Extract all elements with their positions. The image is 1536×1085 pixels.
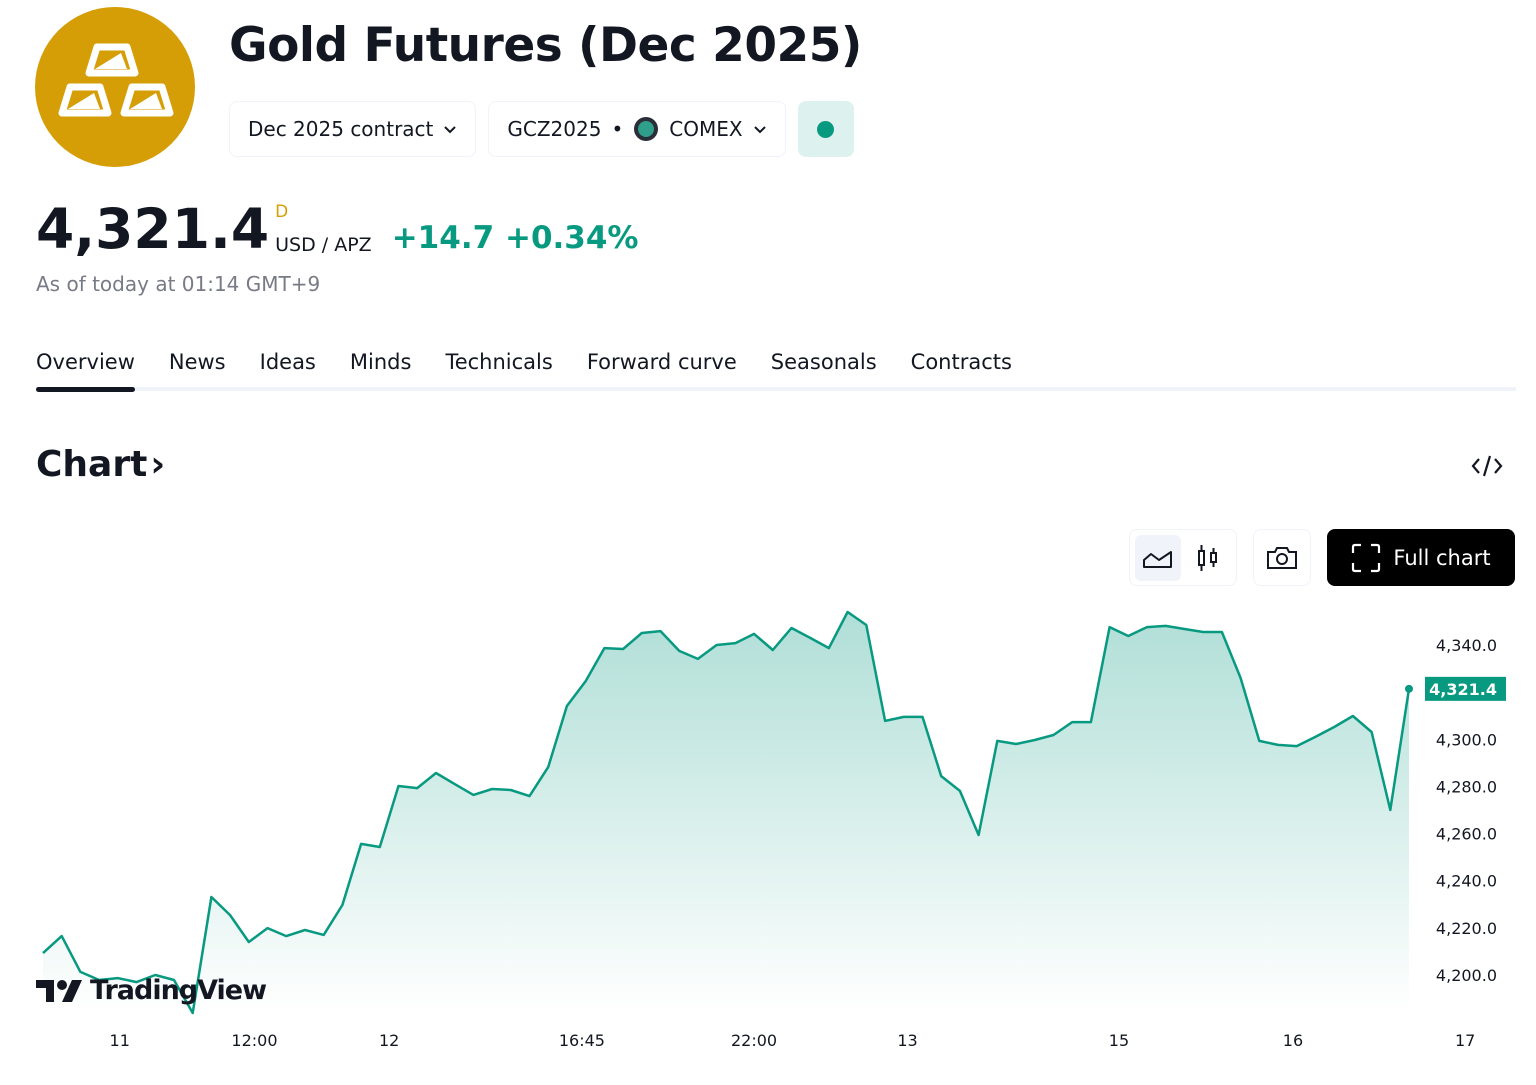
chart-heading: Chart <box>36 444 148 485</box>
change-pct: +0.34% <box>504 220 639 256</box>
snapshot-button[interactable] <box>1253 529 1311 586</box>
tab-bar: Overview News Ideas Minds Technicals For… <box>36 350 1012 392</box>
chart-type-toggle <box>1129 529 1237 586</box>
chevron-down-icon <box>444 126 457 134</box>
y-tick-label: 4,340.0 <box>1436 636 1497 655</box>
exchange-label: COMEX <box>669 117 743 141</box>
currency-unit: USD / APZ <box>275 234 372 256</box>
y-tick-label: 4,280.0 <box>1436 777 1497 796</box>
tab-overview[interactable]: Overview <box>36 350 135 392</box>
x-tick-label: 22:00 <box>731 1031 777 1050</box>
tab-minds[interactable]: Minds <box>349 350 412 374</box>
market-open-dot-icon <box>817 120 835 138</box>
last-price: 4,321.4 <box>36 197 270 261</box>
last-price-badge <box>1425 676 1506 701</box>
as-of-time: As of today at 01:14 GMT+9 <box>36 272 321 296</box>
candlestick-icon <box>1198 544 1217 571</box>
y-tick-label: 4,200.0 <box>1436 966 1497 985</box>
candles-chart-button[interactable] <box>1185 535 1231 581</box>
full-chart-button[interactable]: Full chart <box>1327 529 1515 586</box>
tab-news[interactable]: News <box>168 350 226 374</box>
fullscreen-icon <box>1352 543 1381 572</box>
contract-controls: Dec 2025 contract GCZ2025 • COMEX <box>229 101 854 157</box>
area-chart-button[interactable] <box>1135 534 1181 581</box>
chevron-right-icon: › <box>150 444 166 485</box>
tab-seasonals[interactable]: Seasonals <box>770 350 877 374</box>
y-tick-label: 4,220.0 <box>1436 919 1497 938</box>
camera-icon <box>1267 546 1297 569</box>
contract-dropdown[interactable]: Dec 2025 contract <box>229 101 477 157</box>
change-abs: +14.7 <box>391 220 495 256</box>
last-price-label: 4,321.4 <box>1429 680 1497 699</box>
y-tick-label: 4,300.0 <box>1436 730 1497 749</box>
tradingview-watermark: TradingView <box>36 975 267 1006</box>
x-tick-label: 11 <box>110 1031 130 1050</box>
market-status-button[interactable] <box>797 101 854 157</box>
symbol-label: GCZ2025 <box>507 117 602 141</box>
area-fill <box>43 612 1409 1013</box>
tradingview-logo-icon <box>36 979 82 1002</box>
tab-technicals[interactable]: Technicals <box>445 350 553 374</box>
last-point-marker <box>1405 684 1413 693</box>
price-change: +14.7 +0.34% <box>392 220 639 262</box>
x-tick-label: 16:45 <box>559 1031 605 1050</box>
quote-row: 4,321.4 D USD / APZ +14.7 +0.34% <box>36 196 639 262</box>
gold-bars-icon <box>35 7 195 167</box>
price-line <box>42 610 1411 1015</box>
tab-forward-curve[interactable]: Forward curve <box>586 350 737 374</box>
x-tick-label: 15 <box>1109 1031 1129 1050</box>
embed-code-icon[interactable] <box>1470 452 1504 480</box>
symbol-exchange-dropdown[interactable]: GCZ2025 • COMEX <box>488 101 786 157</box>
area-chart-icon <box>1143 550 1172 568</box>
page-title: Gold Futures (Dec 2025) <box>229 18 862 73</box>
x-tick-label: 12:00 <box>231 1031 277 1050</box>
x-tick-label: 13 <box>897 1031 917 1050</box>
tabs-divider <box>36 387 1516 391</box>
full-chart-label: Full chart <box>1393 545 1491 570</box>
delayed-flag[interactable]: D <box>275 202 289 222</box>
watermark-text: TradingView <box>90 975 267 1006</box>
quote-unit: D USD / APZ <box>275 202 372 262</box>
separator: • <box>611 117 624 141</box>
x-tick-label: 12 <box>379 1031 399 1050</box>
y-tick-label: 4,260.0 <box>1436 825 1497 844</box>
chart-heading-link[interactable]: Chart › <box>36 444 165 485</box>
chevron-down-icon <box>753 126 766 134</box>
tab-contracts[interactable]: Contracts <box>910 350 1012 374</box>
tab-ideas[interactable]: Ideas <box>259 350 316 374</box>
globe-icon <box>634 117 659 141</box>
contract-label: Dec 2025 contract <box>248 117 434 141</box>
y-tick-label: 4,240.0 <box>1436 872 1497 891</box>
x-tick-label: 17 <box>1455 1031 1475 1050</box>
x-tick-label: 16 <box>1283 1031 1303 1050</box>
